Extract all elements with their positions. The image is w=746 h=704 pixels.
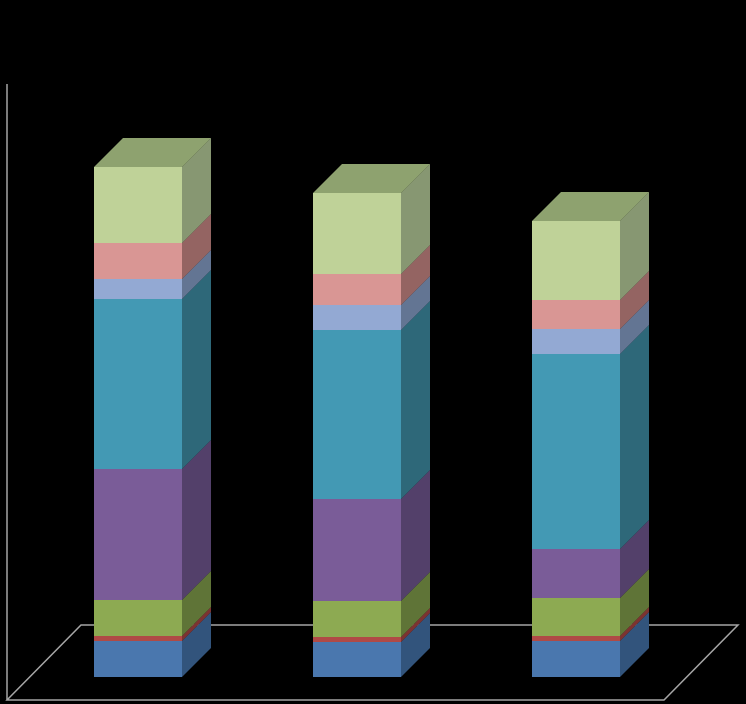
bar-segment-side-2-4 xyxy=(401,470,430,601)
bar-stack-1 xyxy=(94,138,211,677)
bar-top-3 xyxy=(532,192,649,221)
bar-segment-side-1-4 xyxy=(182,440,211,600)
floor-plane xyxy=(5,624,740,701)
bar-stack-3 xyxy=(532,192,649,677)
bars xyxy=(94,138,649,677)
bar-segment-side-2-7 xyxy=(401,245,430,305)
bar-segment-2-3 xyxy=(313,601,401,637)
bar-segment-side-3-4 xyxy=(620,520,649,598)
bar-segment-side-2-2 xyxy=(401,608,430,642)
bar-segment-side-1-6 xyxy=(182,250,211,299)
bar-segment-side-3-1 xyxy=(620,612,649,677)
bar-segment-side-1-8 xyxy=(182,138,211,243)
bar-segment-2-5 xyxy=(313,330,401,499)
bar-stack-2 xyxy=(313,164,430,677)
bar-segment-1-5 xyxy=(94,299,182,469)
bar-top-1 xyxy=(94,138,211,167)
bar-segment-2-4 xyxy=(313,499,401,601)
bar-segment-side-3-7 xyxy=(620,271,649,329)
bar-segment-1-4 xyxy=(94,469,182,600)
bar-segment-1-3 xyxy=(94,600,182,636)
bar-segment-side-3-3 xyxy=(620,569,649,636)
bar-segment-side-1-2 xyxy=(182,607,211,641)
bar-segment-3-1 xyxy=(532,641,620,677)
bar-segment-1-1 xyxy=(94,641,182,677)
bar-segment-2-7 xyxy=(313,274,401,305)
bar-segment-side-2-1 xyxy=(401,613,430,677)
bar-segment-side-1-1 xyxy=(182,612,211,677)
bar-segment-2-6 xyxy=(313,305,401,330)
bar-segment-side-3-5 xyxy=(620,325,649,549)
bar-segment-2-2 xyxy=(313,637,401,642)
axes xyxy=(5,84,740,701)
bar-segment-side-1-5 xyxy=(182,270,211,469)
bar-segment-side-2-8 xyxy=(401,164,430,274)
bar-segment-2-8 xyxy=(313,193,401,274)
bar-segment-3-7 xyxy=(532,300,620,329)
bar-segment-1-6 xyxy=(94,279,182,299)
bar-segment-side-3-6 xyxy=(620,300,649,354)
bar-top-2 xyxy=(313,164,430,193)
bar-segment-side-1-7 xyxy=(182,214,211,279)
bar-segment-3-3 xyxy=(532,598,620,636)
bar-segment-3-8 xyxy=(532,221,620,300)
bar-segment-3-4 xyxy=(532,549,620,598)
bar-segment-3-2 xyxy=(532,636,620,641)
bar-segment-3-5 xyxy=(532,354,620,549)
bar-segment-1-7 xyxy=(94,243,182,279)
bar-segment-side-2-6 xyxy=(401,276,430,330)
bar-segment-side-1-3 xyxy=(182,571,211,636)
bar-segment-side-3-8 xyxy=(620,192,649,300)
bar-segment-side-2-3 xyxy=(401,572,430,637)
bar-segment-side-3-2 xyxy=(620,607,649,641)
bar-segment-2-1 xyxy=(313,642,401,677)
bar-segment-3-6 xyxy=(532,329,620,354)
bar-segment-1-8 xyxy=(94,167,182,243)
bar-segment-1-2 xyxy=(94,636,182,641)
bar-segment-side-2-5 xyxy=(401,301,430,499)
